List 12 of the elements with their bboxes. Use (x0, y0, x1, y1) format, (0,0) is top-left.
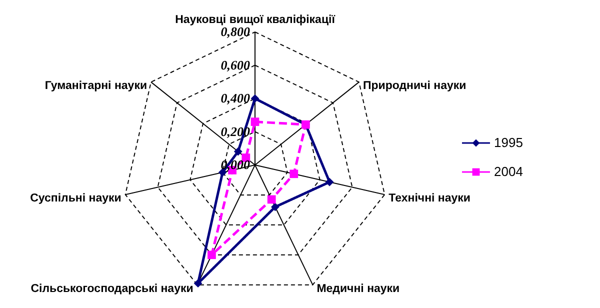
legend-label: 2004 (494, 164, 523, 179)
spoke-label: Медичні науки (316, 282, 400, 295)
y-tick-label: 0,400 (220, 90, 250, 106)
spoke-label: Природничі науки (362, 80, 466, 92)
legend-label: 1995 (494, 135, 523, 150)
y-tick-label: 0,800 (220, 24, 250, 39)
spoke-label: Гуманітарні науки (44, 80, 148, 92)
y-tick-label: 0,600 (220, 57, 250, 72)
spoke-label: Сільськогосподарські науки (30, 282, 194, 295)
spoke-label: Технічні науки (388, 192, 470, 205)
spoke-label: Науковці вищої кваліфікації (175, 14, 336, 26)
spoke-label: Суспільні науки (30, 192, 122, 205)
